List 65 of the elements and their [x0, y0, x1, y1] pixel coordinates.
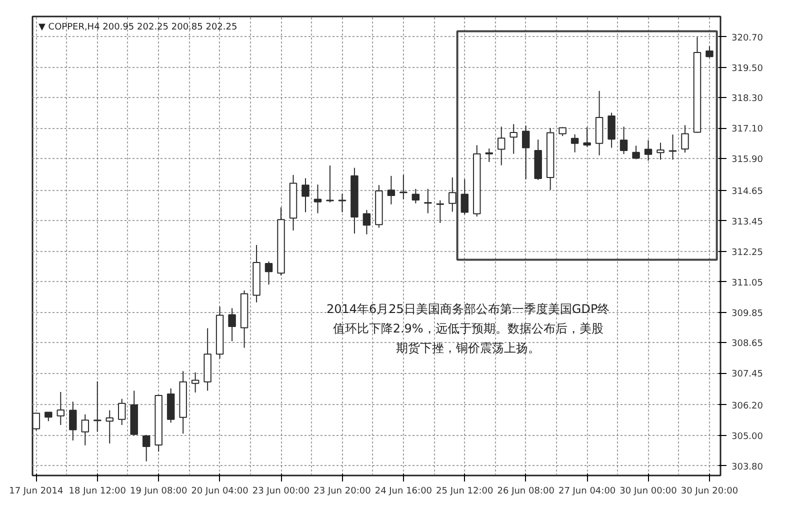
x-tick-label: 23 Jun 00:00 — [252, 486, 310, 496]
x-tick-label: 30 Jun 00:00 — [620, 486, 678, 496]
candlestick — [118, 398, 126, 426]
candlestick — [106, 410, 114, 444]
y-tick-label: 318.30 — [732, 94, 764, 104]
x-tick-label: 24 Jun 16:00 — [374, 486, 432, 496]
candlestick — [436, 200, 444, 224]
text: ▼ COPPER,H4 200.95 202.25 200.85 202.25 — [38, 22, 238, 32]
candlestick — [302, 178, 310, 213]
candlestick — [570, 134, 579, 153]
y-tick-label: 313.45 — [732, 217, 763, 228]
candlestick — [69, 401, 77, 441]
x-tick-label: 27 Jun 04:00 — [558, 486, 616, 496]
candlestick — [632, 145, 640, 160]
y-tick-label: 307.45 — [732, 370, 763, 380]
candlestick — [326, 165, 334, 203]
y-tick-label: 311.05 — [732, 278, 763, 288]
candlestick — [228, 308, 236, 342]
annotation: 2014年6月25日美国商务部公布第一季度美国GDP终值环比下降2.9%，远低于预期。数据公布后，美股期货下挫，铜价震荡上扬。 — [326, 302, 610, 356]
x-tick-label: 19 Jun 08:00 — [130, 486, 188, 496]
y-tick-label: 306.20 — [732, 401, 764, 412]
candlestick — [583, 126, 591, 148]
candlestick — [314, 184, 322, 214]
candlestick — [460, 178, 469, 216]
candlestick — [498, 126, 506, 166]
candlestick — [608, 112, 616, 148]
x-tick-label: 25 Jun 12:00 — [436, 486, 494, 496]
x-tick-label: 17 Jun 2014 — [9, 486, 64, 496]
y-tick-label: 320.70 — [732, 33, 764, 44]
y-tick-label: 303.80 — [732, 462, 764, 472]
y-tick-label: 312.25 — [732, 248, 763, 258]
y-tick-label: 305.00 — [732, 432, 764, 442]
x-tick-label: 23 Jun 20:00 — [314, 486, 372, 496]
candlestick — [81, 414, 90, 446]
candlestick — [510, 124, 518, 154]
y-tick-label: 317.10 — [732, 124, 764, 135]
candlestick — [668, 134, 677, 160]
candlestick — [448, 176, 456, 212]
y-tick-label: 308.65 — [732, 339, 763, 350]
candlestick — [142, 434, 150, 462]
candlestick — [362, 209, 371, 235]
candlestick — [522, 125, 530, 180]
y-tick-label: 315.90 — [732, 155, 764, 166]
candlestick — [338, 193, 346, 213]
candlestick — [387, 175, 396, 205]
candlestick — [400, 174, 408, 200]
candlestick — [264, 260, 273, 286]
candlestick — [56, 391, 65, 426]
candlestick — [424, 188, 432, 214]
y-tick-label: 314.65 — [732, 186, 763, 197]
candlestick — [644, 140, 652, 162]
x-tick-label: 30 Jun 20:00 — [680, 486, 738, 496]
x-tick-label: 20 Jun 04:00 — [191, 486, 249, 496]
x-tick-label: 18 Jun 12:00 — [68, 486, 126, 496]
candlestick — [656, 142, 664, 160]
candlestick — [485, 148, 493, 162]
candlestick — [620, 126, 628, 155]
candlestick — [681, 124, 689, 154]
x-tick-label: 26 Jun 08:00 — [497, 486, 555, 496]
candlestick — [94, 380, 102, 432]
candlestick — [191, 372, 200, 393]
candlestick — [706, 46, 714, 58]
y-tick-label: 319.50 — [732, 64, 764, 74]
candlestick — [412, 188, 420, 204]
y-tick-label: 309.85 — [732, 308, 763, 319]
